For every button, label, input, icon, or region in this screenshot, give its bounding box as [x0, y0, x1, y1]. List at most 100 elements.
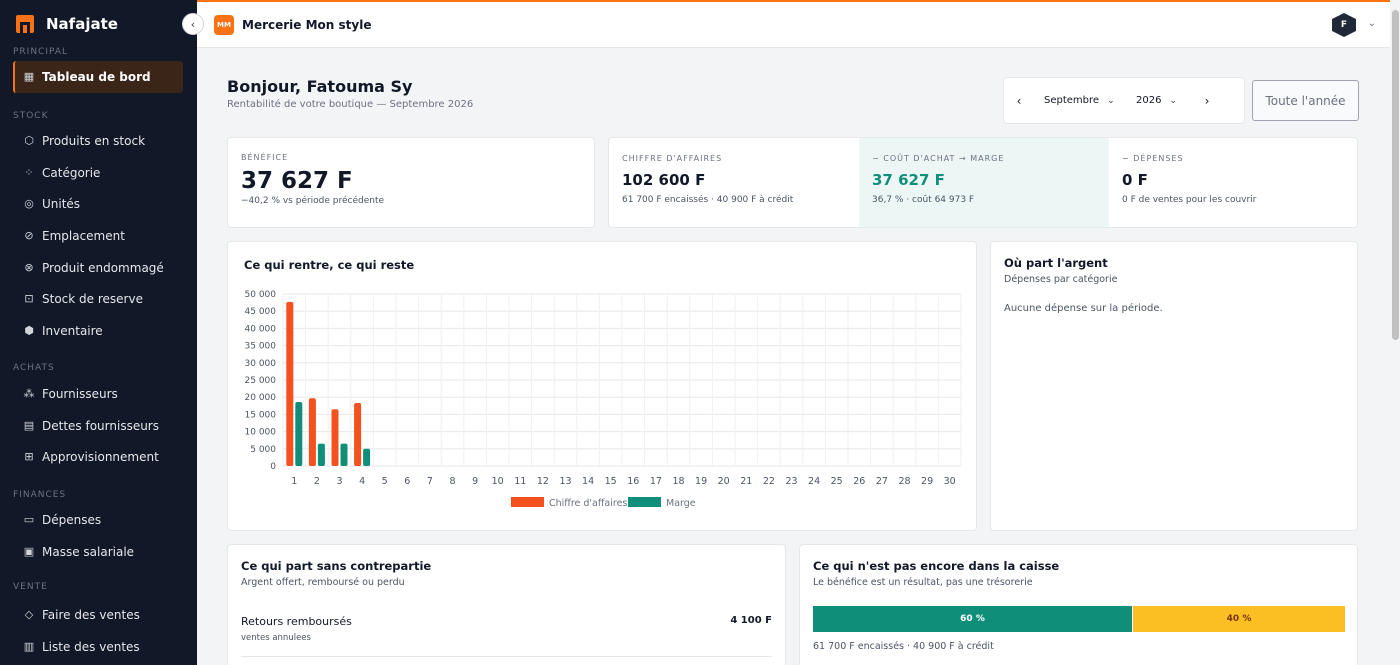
row-value: 4 100 F — [730, 615, 772, 626]
x-tick-label: 6 — [404, 476, 410, 487]
nav-section-title: VENTE — [13, 582, 48, 592]
sidebar-item[interactable]: ⬢ Inventaire — [0, 315, 197, 347]
sidebar-item-label: Approvisionnement — [42, 449, 159, 464]
kpi-ca: CHIFFRE D'AFFAIRES 102 600 F 61 700 F en… — [609, 138, 859, 227]
next-period-button[interactable]: › — [1204, 93, 1210, 108]
row-label: Retours remboursés — [241, 615, 352, 628]
sidebar-item-label: Fournisseurs — [42, 386, 118, 401]
x-tick-label: 21 — [740, 476, 752, 487]
x-tick-label: 24 — [808, 476, 820, 487]
chevron-left-icon: ‹ — [190, 17, 196, 31]
x-tick-label: 14 — [582, 476, 594, 487]
legend-label: Chiffre d'affaires — [549, 498, 627, 509]
kpi-sub: −40,2 % vs période précédente — [241, 196, 385, 206]
revenue-chart-card: Ce qui rentre, ce qui reste 0 5 000 10 000… — [227, 241, 977, 531]
kpi-value: 37 627 F — [241, 168, 353, 194]
collapse-sidebar-button[interactable]: ‹ — [182, 13, 204, 35]
list-chart-icon: ▥ — [23, 640, 35, 654]
empty-state-text: Aucune dépense sur la période. — [1004, 303, 1163, 314]
card-subtitle: Argent offert, remboursé ou perdu — [241, 577, 405, 588]
brand-name: Nafajate — [46, 15, 118, 33]
sidebar-item-label: Tableau de bord — [42, 69, 151, 84]
chevron-down-icon: ⌄ — [1169, 95, 1177, 106]
brand[interactable]: Nafajate — [0, 0, 197, 48]
y-tick-label: 0 — [270, 462, 276, 472]
kpi-value: 102 600 F — [622, 171, 706, 189]
sidebar-item[interactable]: ⁂ Fournisseurs — [0, 378, 197, 410]
debt-icon: ▤ — [23, 419, 35, 433]
chart-bar — [363, 448, 371, 466]
chart-bar — [340, 443, 348, 466]
prev-period-button[interactable]: ‹ — [1016, 93, 1022, 108]
nav-section-title: ACHATS — [13, 363, 55, 373]
shop-badge: MM — [214, 14, 234, 35]
x-tick-label: 20 — [718, 476, 730, 487]
credit-segment: 40 % — [1133, 606, 1345, 632]
x-tick-label: 23 — [785, 476, 797, 487]
x-tick-label: 17 — [650, 476, 662, 487]
cash-note: 61 700 F encaissés · 40 900 F à crédit — [813, 641, 994, 652]
lock-icon: ⊡ — [24, 292, 34, 306]
sidebar-item-label: Inventaire — [42, 323, 103, 338]
period-selector: ‹ Septembre ⌄ 2026 ⌄ › — [1003, 77, 1245, 124]
sidebar-item-label: Emplacement — [42, 228, 125, 243]
dashboard-icon: ▦ — [23, 70, 35, 84]
full-year-button[interactable]: Toute l'année — [1252, 80, 1359, 121]
damaged-icon: ⊗ — [24, 261, 34, 275]
y-tick-label: 45 000 — [245, 307, 277, 317]
box-icon: ⬡ — [24, 134, 34, 148]
sidebar-item[interactable]: ▭ Dépenses — [0, 504, 197, 536]
losses-card: Ce qui part sans contrepartie Argent off… — [227, 544, 786, 665]
sidebar-item[interactable]: ▥ Liste des ventes — [0, 631, 197, 663]
y-tick-label: 30 000 — [245, 359, 277, 369]
x-tick-label: 1 — [291, 476, 297, 487]
sidebar-item[interactable]: ⬡ Produits en stock — [0, 125, 197, 157]
sell-icon: ◇ — [24, 608, 34, 622]
x-tick-label: 4 — [359, 476, 365, 487]
card-title: Où part l'argent — [1004, 256, 1108, 270]
x-tick-label: 27 — [876, 476, 888, 487]
sidebar-item[interactable]: ⊞ Approvisionnement — [0, 441, 197, 473]
sidebar-item[interactable]: ⊗ Produit endommagé — [0, 252, 197, 284]
sidebar-item[interactable]: ⁘ Catégorie — [0, 157, 197, 189]
scrollbar[interactable] — [1390, 0, 1400, 665]
brand-logo-icon — [16, 15, 34, 33]
y-tick-label: 10 000 — [245, 428, 277, 438]
kpi-label: CHIFFRE D'AFFAIRES — [622, 154, 723, 163]
sidebar-item[interactable]: ▣ Masse salariale — [0, 536, 197, 568]
sidebar-item[interactable]: ▤ Dettes fournisseurs — [0, 410, 197, 442]
x-tick-label: 3 — [336, 476, 342, 487]
legend-swatch — [511, 497, 544, 507]
wallet-icon: ▭ — [23, 513, 35, 527]
month-select[interactable]: Septembre ⌄ — [1044, 95, 1136, 106]
chevron-down-icon[interactable]: ⌄ — [1367, 18, 1376, 29]
sidebar-item[interactable]: ⊘ Emplacement — [0, 220, 197, 252]
kpi-sub: 61 700 F encaissés · 40 900 F à crédit — [622, 195, 794, 205]
kpi-label: − COÛT D'ACHAT → MARGE — [872, 154, 1005, 163]
chart-title: Ce qui rentre, ce qui reste — [244, 258, 415, 272]
avatar[interactable]: F — [1332, 13, 1356, 37]
x-tick-label: 26 — [853, 476, 865, 487]
year-select[interactable]: 2026 ⌄ — [1136, 95, 1192, 106]
sidebar-item[interactable]: ◇ Faire des ventes — [0, 599, 197, 631]
kpi-breakdown-card: CHIFFRE D'AFFAIRES 102 600 F 61 700 F en… — [608, 137, 1358, 228]
x-tick-label: 15 — [605, 476, 617, 487]
x-tick-label: 19 — [695, 476, 707, 487]
chart-bar — [308, 398, 316, 466]
shop-name[interactable]: Mercerie Mon style — [242, 17, 372, 32]
sidebar-item-label: Produits en stock — [42, 133, 146, 148]
sidebar-item[interactable]: ⊡ Stock de reserve — [0, 283, 197, 315]
x-tick-label: 25 — [831, 476, 843, 487]
kpi-label: BÉNÉFICE — [241, 153, 289, 162]
chart-bar — [317, 443, 325, 466]
expenses-by-category-card: Où part l'argent Dépenses par catégorie … — [990, 241, 1358, 531]
scroll-thumb[interactable] — [1392, 10, 1399, 340]
sidebar-item[interactable]: ▦ Tableau de bord — [13, 61, 183, 93]
card-title: Ce qui part sans contrepartie — [241, 559, 432, 573]
sidebar-item[interactable]: ◎ Unités — [0, 188, 197, 220]
inventory-icon: ⬢ — [24, 324, 34, 338]
sidebar-item-label: Unités — [42, 196, 81, 211]
kpi-label: − DÉPENSES — [1122, 154, 1184, 163]
page-title: Bonjour, Fatouma Sy — [227, 77, 413, 96]
sidebar-item-label: Stock de reserve — [42, 291, 143, 306]
